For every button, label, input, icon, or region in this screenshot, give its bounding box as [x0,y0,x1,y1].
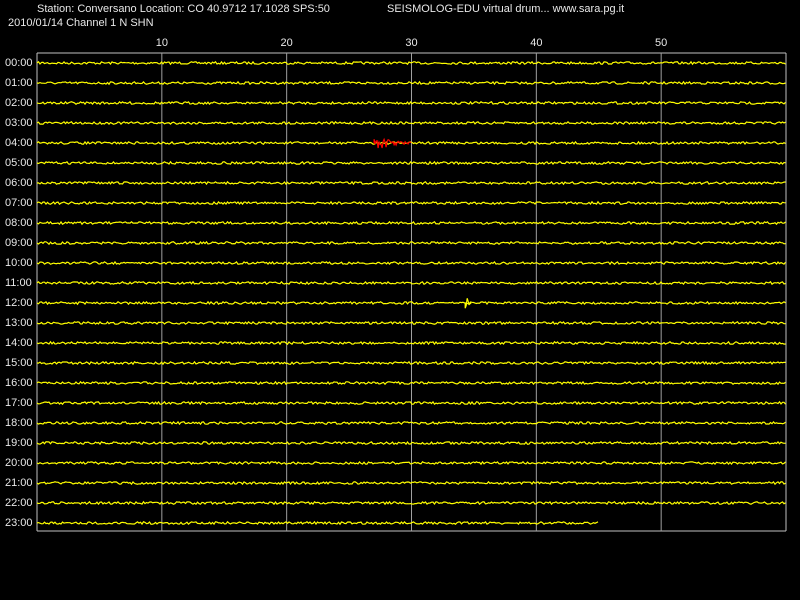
trace [36,420,786,426]
trace [36,460,786,466]
trace [36,400,786,406]
trace [36,300,786,306]
trace [36,380,786,386]
row-label: 18:00 [5,417,33,429]
x-tick-label: 10 [156,37,168,49]
row-label: 00:00 [5,57,33,69]
row-label: 01:00 [5,77,33,89]
row-label: 05:00 [5,157,33,169]
x-tick-label: 50 [655,37,667,49]
station-info: Station: Conversano Location: CO 40.9712… [37,3,330,15]
x-tick-label: 30 [405,37,417,49]
event-trace [464,298,472,309]
row-label: 19:00 [5,437,33,449]
row-label: 15:00 [5,357,33,369]
row-label: 17:00 [5,397,33,409]
row-label: 23:00 [5,517,33,529]
x-tick-label: 20 [281,37,293,49]
x-tick-label: 40 [530,37,542,49]
event-trace [373,137,412,149]
trace [36,60,786,66]
trace [36,440,786,446]
trace [36,200,786,206]
date-channel: 2010/01/14 Channel 1 N SHN [8,17,154,29]
row-label: 02:00 [5,97,33,109]
trace [36,160,786,166]
row-label: 22:00 [5,497,33,509]
row-label: 08:00 [5,217,33,229]
trace [36,340,786,346]
row-label: 04:00 [5,137,33,149]
trace [36,480,786,486]
trace [36,100,786,106]
trace [36,500,786,506]
trace [36,260,786,266]
trace [36,280,786,286]
trace [36,220,786,226]
row-label: 11:00 [5,277,32,289]
trace [36,360,786,366]
trace [36,320,786,326]
trace [36,240,786,246]
row-label: 21:00 [5,477,33,489]
row-label: 10:00 [5,257,33,269]
trace [36,80,786,86]
trace [36,120,786,125]
row-label: 12:00 [5,297,33,309]
row-label: 06:00 [5,177,33,189]
trace [36,180,786,186]
row-label: 13:00 [5,317,33,329]
app-info: SEISMOLOG-EDU virtual drum... www.sara.p… [387,3,624,15]
trace [36,520,599,526]
row-label: 09:00 [5,237,33,249]
row-label: 14:00 [5,337,33,349]
row-label: 07:00 [5,197,33,209]
row-label: 16:00 [5,377,33,389]
row-label: 20:00 [5,457,33,469]
row-label: 03:00 [5,117,33,129]
